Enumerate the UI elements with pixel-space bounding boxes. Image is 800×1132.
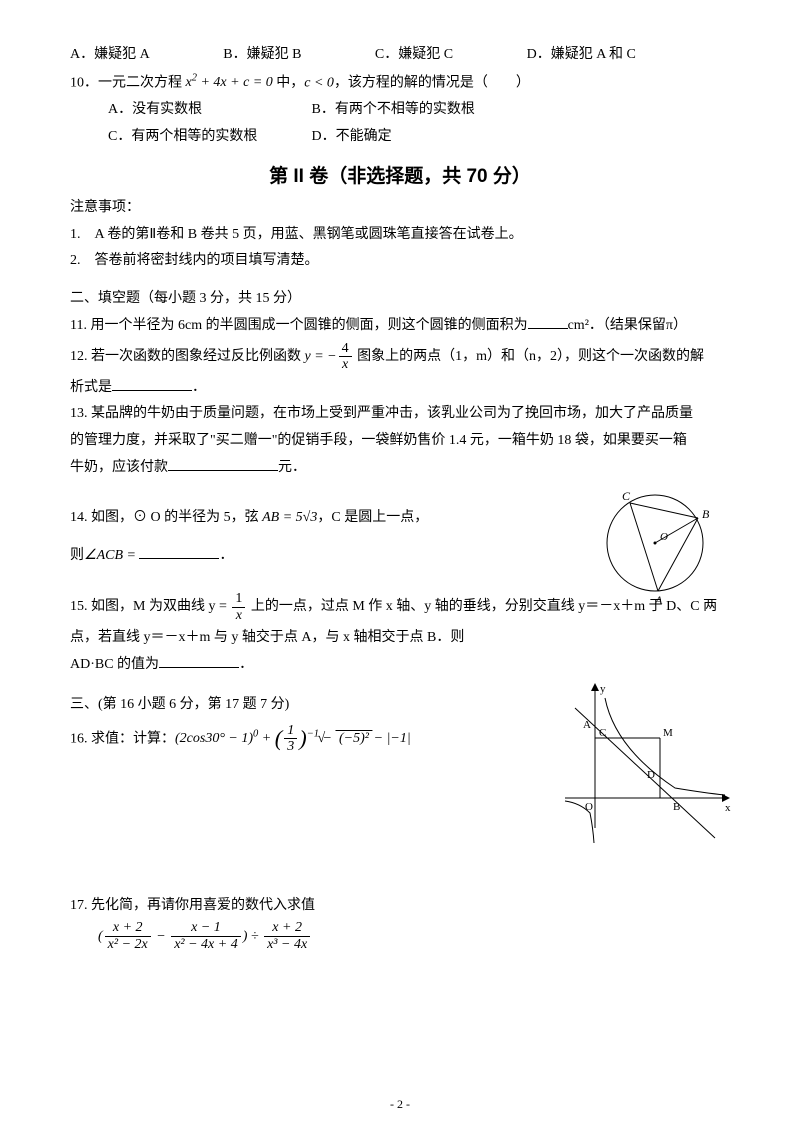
q17-f2d: x² − 4x + 4 [171,937,241,952]
q10-opt-d: D．不能确定 [312,129,392,144]
label-B: B [673,801,680,813]
q14-line1: 14. 如图，⊙ O 的半径为 5，弦 AB = 5√3，C 是圆上一点， [70,506,470,530]
q17-expr: (x + 2x² − 2x − x − 1x² − 4x + 4) ÷ x + … [70,920,730,952]
label-O: O [585,801,593,813]
q11-blank [528,314,568,329]
q13-line2: 的管理力度，并采取了"买二赠一"的促销手段，一袋鲜奶售价 1.4 元，一箱牛奶 … [70,429,730,453]
q17-f1n: x + 2 [105,920,151,936]
q15-num: 1 [232,591,245,607]
q17-formula: (x + 2x² − 2x − x − 1x² − 4x + 4) ÷ x + … [98,929,312,944]
section2-title: 第 II 卷（非选择题，共 70 分） [70,161,730,188]
q10-options-row2: C．有两个相等的实数根 D．不能确定 [70,125,730,149]
q15-line3-pre: AD·BC 的值为 [70,657,159,672]
q14-pre: 14. 如图，⊙ O 的半径为 5，弦 [70,510,262,525]
page-number: - 2 - [0,1097,800,1112]
q13-line1: 13. 某品牌的牛奶由于质量问题，在市场上受到严重冲击，该乳业公司为了挽回市场，… [70,402,730,426]
q11: 11. 用一个半径为 6cm 的半圆围成一个圆锥的侧面，则这个圆锥的侧面积为 cm… [70,314,730,338]
q11-unit: cm²．（结果保留π） [568,318,687,333]
q12-num: 4 [339,341,352,357]
q15-line3: AD·BC 的值为 ． [70,653,500,677]
q10-opt-b: B．有两个不相等的实数根 [312,102,475,117]
q9-opt-c: C．嫌疑犯 C [375,43,453,67]
label-A: A [654,593,663,607]
q16-fnum: 1 [284,723,297,739]
q13-line3-post: 元． [278,460,306,475]
q9-options: A．嫌疑犯 A B．嫌疑犯 B C．嫌疑犯 C D．嫌疑犯 A 和 C [70,43,730,67]
q14-period: ． [219,548,233,563]
q12-frac: 4x [339,341,352,373]
label-y: y [600,683,606,695]
fill-header: 二、填空题（每小题 3 分，共 15 分） [70,287,730,311]
q13-blank [168,456,278,471]
label-x: x [725,802,731,814]
q12-line1: 12. 若一次函数的图象经过反比例函数 y = −4x 图象上的两点（1，m）和… [70,341,730,373]
q12-den: x [339,357,352,372]
q10-mid: 中， [273,75,305,90]
q15-line2: 点，若直线 y＝－x＋m 与 y 轴交于点 A，与 x 轴相交于点 B．则 [70,626,500,650]
label-C: C [622,489,631,503]
label-D: D [647,769,655,781]
q14-post: ，C 是圆上一点， [317,510,428,525]
q17-f2n: x − 1 [171,920,241,936]
q15-pre: 15. 如图，M 为双曲线 y = [70,600,230,615]
q15-frac: 1x [232,591,245,623]
q14-figure: O C B A [590,478,720,608]
q14-angle: ∠ACB = [84,548,139,563]
q10-opt-a: A．没有实数根 [108,98,308,122]
note2: 2. 答卷前将密封线内的项目填写清楚。 [70,249,730,273]
label-O: O [660,531,668,543]
q9-opt-a: A．嫌疑犯 A [70,43,150,67]
q10-post: ，该方程的解的情况是（ ） [334,75,530,90]
q9-opt-d: D．嫌疑犯 A 和 C [527,43,636,67]
q10-opt-c: C．有两个相等的实数根 [108,125,308,149]
note1: 1. A 卷的第Ⅱ卷和 B 卷共 5 页，用蓝、黑钢笔或圆珠笔直接答在试卷上。 [70,223,730,247]
q15-period: ． [239,657,253,672]
q17-f3d: x³ − 4x [264,937,310,952]
q17-f3n: x + 2 [264,920,310,936]
label-B: B [702,507,710,521]
q11-pre: 11. 用一个半径为 6cm 的半圆围成一个圆锥的侧面，则这个圆锥的侧面积为 [70,318,528,333]
q12-blank [112,376,192,391]
q15-figure: y x O A C M D B [555,678,735,848]
q16-pre: 16. 求值：计算： [70,731,175,746]
q10-options-row1: A．没有实数根 B．有两个不相等的实数根 [70,98,730,122]
q14-line2-pre: 则 [70,548,84,563]
q10-equation: x2 + 4x + c = 0 [186,75,273,90]
q17-line1: 17. 先化简，再请你用喜爱的数代入求值 [70,894,730,918]
label-A: A [583,719,591,731]
q12-func: y = − [305,349,337,364]
label-M: M [663,727,673,739]
q10-stem: 10．一元二次方程 x2 + 4x + c = 0 中，c < 0，该方程的解的… [70,70,730,95]
q12-line2: 析式是． [70,376,730,400]
q12-line2-text: 析式是 [70,380,112,395]
notes-header: 注意事项： [70,196,730,220]
q10-stem-pre: 10．一元二次方程 [70,75,186,90]
q15-den: x [232,608,245,623]
q17-f1d: x² − 2x [105,937,151,952]
q14-line2: 则∠ACB = ． [70,544,470,568]
q14-blank [139,544,219,559]
q13-line3: 牛奶，应该付款 元． [70,456,730,480]
q10-cond: c < 0 [304,75,334,90]
label-C: C [599,727,606,739]
q12-post: 图象上的两点（1，m）和（n，2），则这个一次函数的解 [354,349,704,364]
q16-expr: (2cos30° − 1)0 + (13)−1 − (−5)² √ − |−1| [175,731,411,746]
q12-pre: 12. 若一次函数的图象经过反比例函数 [70,349,305,364]
q14-ab: AB = 5√3 [262,510,317,525]
q9-opt-b: B．嫌疑犯 B [223,43,301,67]
q15-blank [159,653,239,668]
q16-fden: 3 [284,739,297,754]
q13-line3-pre: 牛奶，应该付款 [70,460,168,475]
